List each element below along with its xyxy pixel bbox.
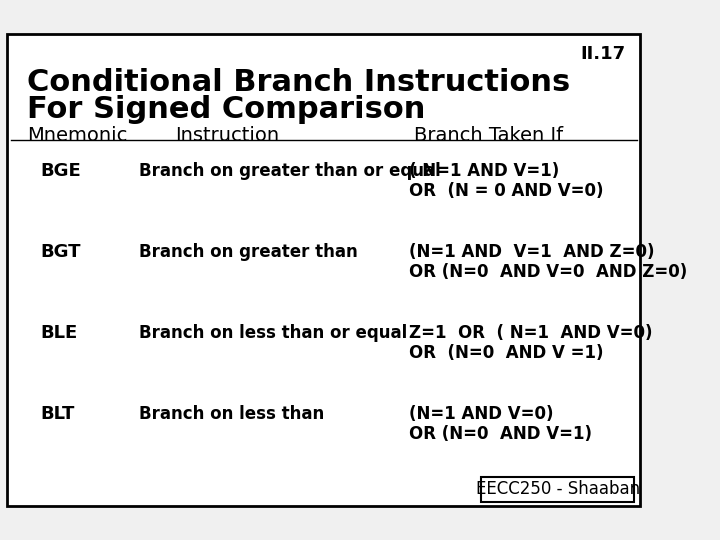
Text: Branch on greater than or equal: Branch on greater than or equal: [140, 162, 441, 180]
Text: BGE: BGE: [40, 162, 81, 180]
Text: ( N=1 AND V=1): ( N=1 AND V=1): [409, 162, 559, 180]
FancyBboxPatch shape: [7, 35, 640, 505]
Text: BLE: BLE: [40, 324, 78, 342]
Text: Z=1  OR  ( N=1  AND V=0): Z=1 OR ( N=1 AND V=0): [409, 324, 653, 342]
Text: Conditional Branch Instructions: Conditional Branch Instructions: [27, 68, 570, 97]
Text: BGT: BGT: [40, 243, 81, 261]
Text: Instruction: Instruction: [176, 126, 279, 145]
Text: OR  (N=0  AND V =1): OR (N=0 AND V =1): [409, 344, 604, 362]
Text: Branch Taken If: Branch Taken If: [414, 126, 563, 145]
Text: (N=1 AND V=0): (N=1 AND V=0): [409, 405, 554, 423]
Text: Branch on less than or equal: Branch on less than or equal: [140, 324, 408, 342]
Text: For Signed Comparison: For Signed Comparison: [27, 94, 426, 124]
Text: (N=1 AND  V=1  AND Z=0): (N=1 AND V=1 AND Z=0): [409, 243, 654, 261]
Text: BLT: BLT: [40, 405, 75, 423]
Text: OR (N=0  AND V=1): OR (N=0 AND V=1): [409, 424, 593, 443]
Text: Branch on less than: Branch on less than: [140, 405, 325, 423]
Text: Mnemonic: Mnemonic: [27, 126, 127, 145]
Text: Branch on greater than: Branch on greater than: [140, 243, 358, 261]
Text: OR (N=0  AND V=0  AND Z=0): OR (N=0 AND V=0 AND Z=0): [409, 263, 688, 281]
Text: II.17: II.17: [580, 45, 625, 63]
Text: EECC250 - Shaaban: EECC250 - Shaaban: [476, 481, 639, 498]
Text: OR  (N = 0 AND V=0): OR (N = 0 AND V=0): [409, 182, 604, 200]
FancyBboxPatch shape: [481, 477, 634, 502]
